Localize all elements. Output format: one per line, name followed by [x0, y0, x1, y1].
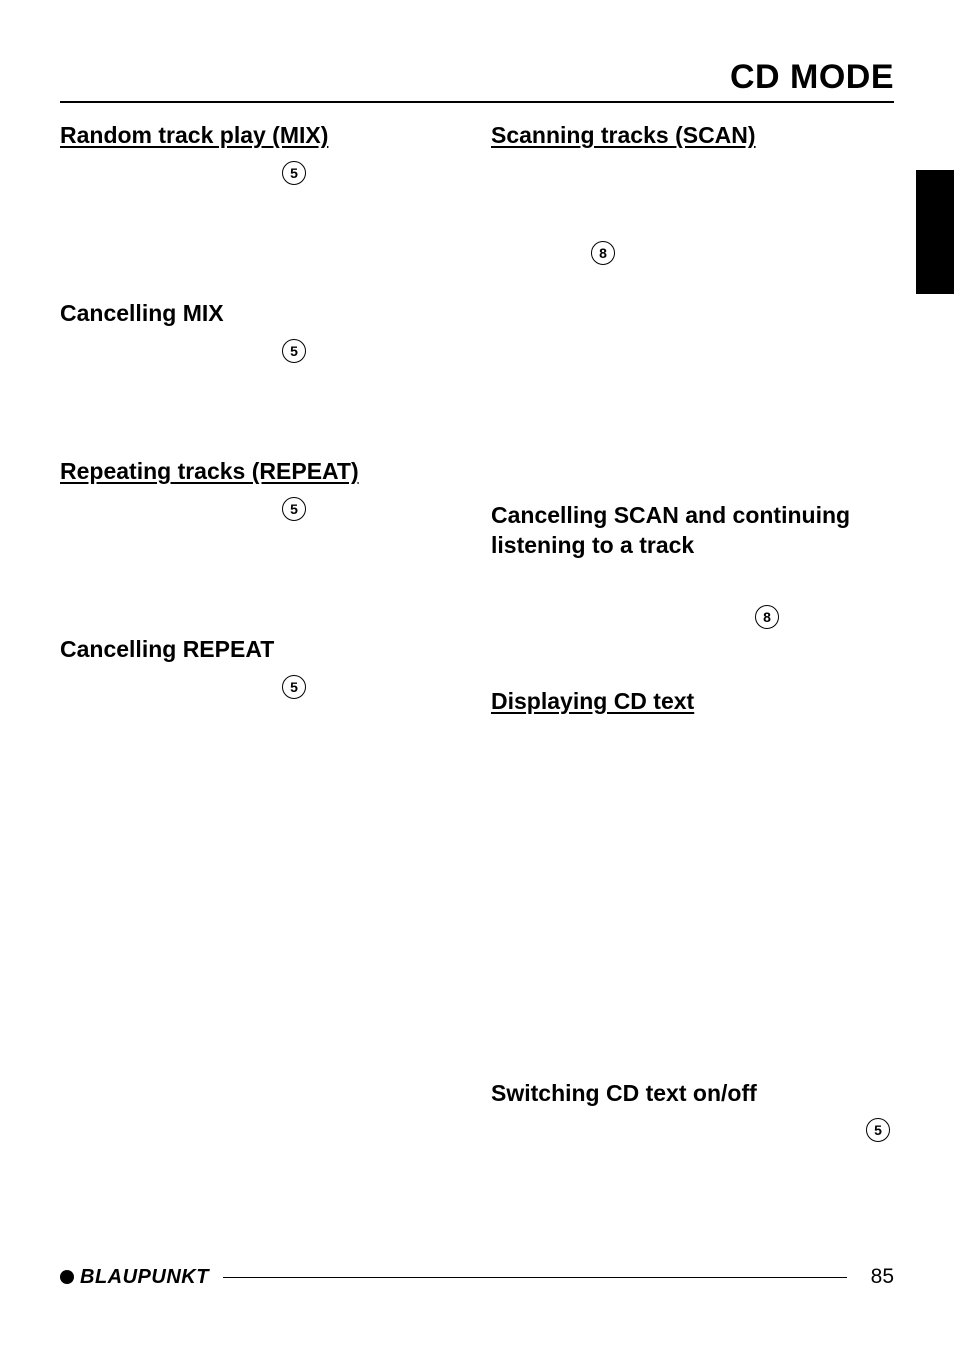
content-columns: Random track play (MIX) 5 Cancelling MIX…: [60, 121, 894, 1146]
footer: BLAUPUNKT 85: [60, 1265, 894, 1289]
heading-cancel-mix: Cancelling MIX: [60, 299, 463, 329]
right-column: Scanning tracks (SCAN) 8 Cancelling SCAN…: [491, 121, 894, 1146]
ref-circle-8-icon: 8: [591, 241, 615, 265]
ref-line: 8: [491, 605, 894, 633]
heading-cd-text: Displaying CD text: [491, 687, 894, 717]
heading-switch-cd-text: Switching CD text on/off: [491, 1079, 894, 1109]
ref-circle-5-icon: 5: [282, 161, 306, 185]
ref-circle-5-icon: 5: [282, 339, 306, 363]
header: CD MODE: [60, 58, 894, 103]
heading-random-mix: Random track play (MIX): [60, 121, 463, 151]
ref-line: 5: [60, 339, 463, 367]
page-title: CD MODE: [60, 58, 894, 97]
brand-logo: BLAUPUNKT: [60, 1266, 209, 1289]
ref-circle-5-icon: 5: [282, 675, 306, 699]
brand-dot-icon: [60, 1270, 74, 1284]
left-column: Random track play (MIX) 5 Cancelling MIX…: [60, 121, 463, 1146]
ref-line: 5: [60, 497, 463, 525]
ref-circle-5-icon: 5: [866, 1118, 890, 1142]
page-number: 85: [871, 1265, 894, 1289]
heading-cancel-scan-line1: Cancelling SCAN and continuing: [491, 501, 894, 531]
page-container: CD MODE Random track play (MIX) 5 Cancel…: [0, 0, 954, 1349]
heading-scan: Scanning tracks (SCAN): [491, 121, 894, 151]
ref-line: 5: [60, 161, 463, 189]
side-tab: [916, 170, 954, 294]
heading-cancel-scan-line2: listening to a track: [491, 531, 894, 561]
heading-repeat: Repeating tracks (REPEAT): [60, 457, 463, 487]
ref-circle-8-icon: 8: [755, 605, 779, 629]
heading-cancel-repeat: Cancelling REPEAT: [60, 635, 463, 665]
ref-circle-5-icon: 5: [282, 497, 306, 521]
ref-line: 5: [491, 1118, 894, 1146]
ref-line: 8: [491, 241, 894, 269]
brand-name: BLAUPUNKT: [80, 1266, 209, 1289]
ref-line: 5: [60, 675, 463, 703]
footer-rule: [223, 1277, 847, 1278]
